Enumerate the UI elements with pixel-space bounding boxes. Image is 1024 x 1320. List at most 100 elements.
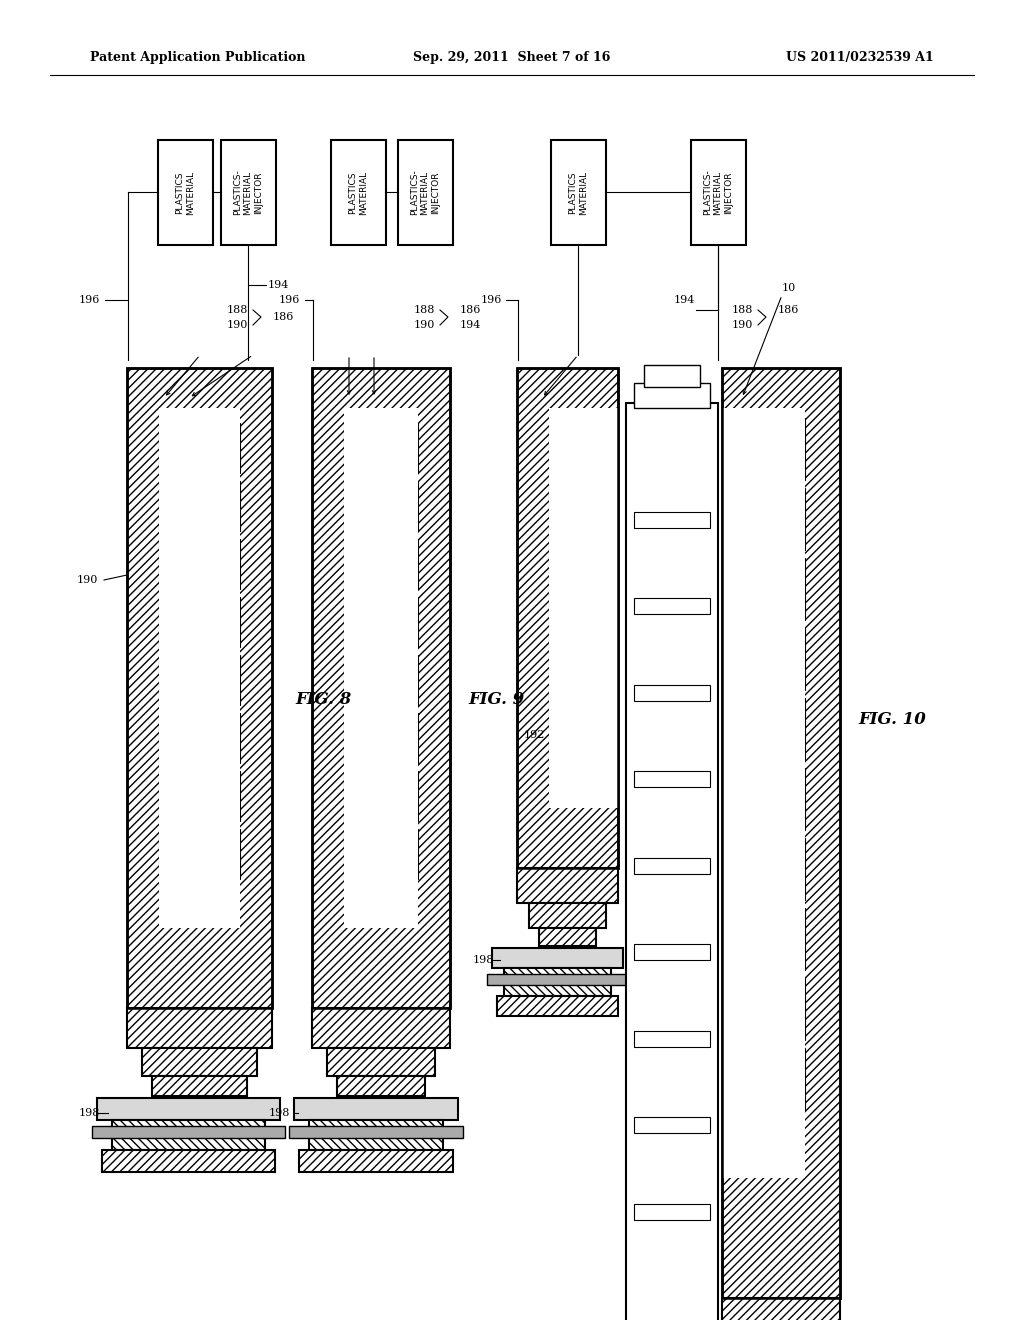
Text: Patent Application Publication: Patent Application Publication (90, 50, 305, 63)
Text: 188: 188 (731, 305, 753, 315)
Bar (398, 480, 418, 531)
Bar (785, 908, 805, 970)
Bar (220, 140, 275, 246)
Text: 196: 196 (79, 294, 100, 305)
Bar (549, 475, 569, 521)
Text: 196: 196 (480, 294, 502, 305)
Bar (398, 829, 418, 879)
Bar (634, 598, 710, 614)
Bar (497, 997, 618, 1016)
Bar (785, 488, 805, 550)
Text: 188: 188 (226, 305, 248, 315)
Bar (344, 539, 364, 589)
Text: FIG. 9: FIG. 9 (468, 692, 524, 709)
Bar (634, 771, 710, 787)
Bar (220, 655, 240, 705)
Bar (159, 713, 179, 763)
Bar (159, 597, 179, 647)
Text: 192: 192 (523, 730, 545, 741)
Bar (785, 698, 805, 760)
Bar (294, 1098, 458, 1119)
Bar (97, 1098, 280, 1119)
Bar (492, 948, 623, 968)
Text: 188: 188 (414, 305, 435, 315)
Bar (549, 735, 569, 781)
Bar (722, 368, 840, 1298)
Text: 194: 194 (674, 294, 695, 305)
Bar (549, 631, 569, 677)
Text: FIG. 10: FIG. 10 (858, 711, 926, 729)
Text: 194: 194 (460, 319, 481, 330)
Bar (398, 422, 418, 473)
Bar (159, 408, 240, 928)
Text: 198: 198 (268, 1107, 290, 1118)
Bar (644, 366, 700, 387)
Text: 190: 190 (226, 319, 248, 330)
Bar (344, 480, 364, 531)
Bar (127, 368, 272, 1008)
Bar (634, 944, 710, 960)
Bar (398, 713, 418, 763)
Text: 186: 186 (778, 305, 800, 315)
Bar (127, 1008, 272, 1048)
Text: PLASTICS-
MATERIAL
INJECTOR: PLASTICS- MATERIAL INJECTOR (410, 170, 440, 215)
Bar (634, 1031, 710, 1047)
Bar (344, 422, 364, 473)
Bar (159, 480, 179, 531)
Bar (102, 1150, 275, 1172)
Bar (517, 368, 618, 869)
Bar (299, 1150, 453, 1172)
Bar (551, 140, 605, 246)
Bar (331, 140, 385, 246)
Text: Sep. 29, 2011  Sheet 7 of 16: Sep. 29, 2011 Sheet 7 of 16 (414, 50, 610, 63)
Text: 186: 186 (460, 305, 481, 315)
Bar (159, 771, 179, 821)
Bar (634, 1204, 710, 1220)
Bar (112, 1119, 265, 1150)
Text: 10: 10 (782, 282, 797, 293)
Bar (398, 771, 418, 821)
Text: 190: 190 (414, 319, 435, 330)
Bar (634, 858, 710, 874)
Bar (344, 597, 364, 647)
Bar (398, 655, 418, 705)
Bar (634, 383, 710, 408)
Bar (517, 869, 618, 903)
Bar (312, 1008, 450, 1048)
Bar (312, 368, 450, 1008)
Bar (722, 408, 805, 1177)
Bar (220, 422, 240, 473)
Bar (785, 628, 805, 690)
Text: 190: 190 (77, 576, 98, 585)
Bar (785, 768, 805, 830)
Text: PLASTICS
MATERIAL: PLASTICS MATERIAL (568, 170, 588, 215)
Bar (309, 1119, 443, 1150)
Bar (785, 1048, 805, 1110)
Bar (220, 829, 240, 879)
Bar (690, 140, 745, 246)
Bar (344, 771, 364, 821)
Text: PLASTICS-
MATERIAL
INJECTOR: PLASTICS- MATERIAL INJECTOR (233, 170, 263, 215)
Text: 196: 196 (279, 294, 300, 305)
Bar (549, 682, 569, 729)
Bar (289, 1126, 463, 1138)
Bar (398, 597, 418, 647)
Text: US 2011/0232539 A1: US 2011/0232539 A1 (786, 50, 934, 63)
Text: PLASTICS
MATERIAL: PLASTICS MATERIAL (348, 170, 368, 215)
Bar (327, 1048, 435, 1076)
Bar (549, 527, 569, 573)
Bar (549, 579, 569, 624)
Bar (517, 368, 618, 869)
Bar (220, 480, 240, 531)
Bar (312, 368, 450, 1008)
Bar (785, 838, 805, 900)
Bar (487, 974, 628, 985)
Bar (549, 408, 618, 808)
Bar (529, 903, 606, 928)
Bar (127, 368, 272, 1008)
Bar (220, 539, 240, 589)
Bar (337, 1076, 425, 1096)
Bar (344, 655, 364, 705)
Bar (397, 140, 453, 246)
Bar (344, 829, 364, 879)
